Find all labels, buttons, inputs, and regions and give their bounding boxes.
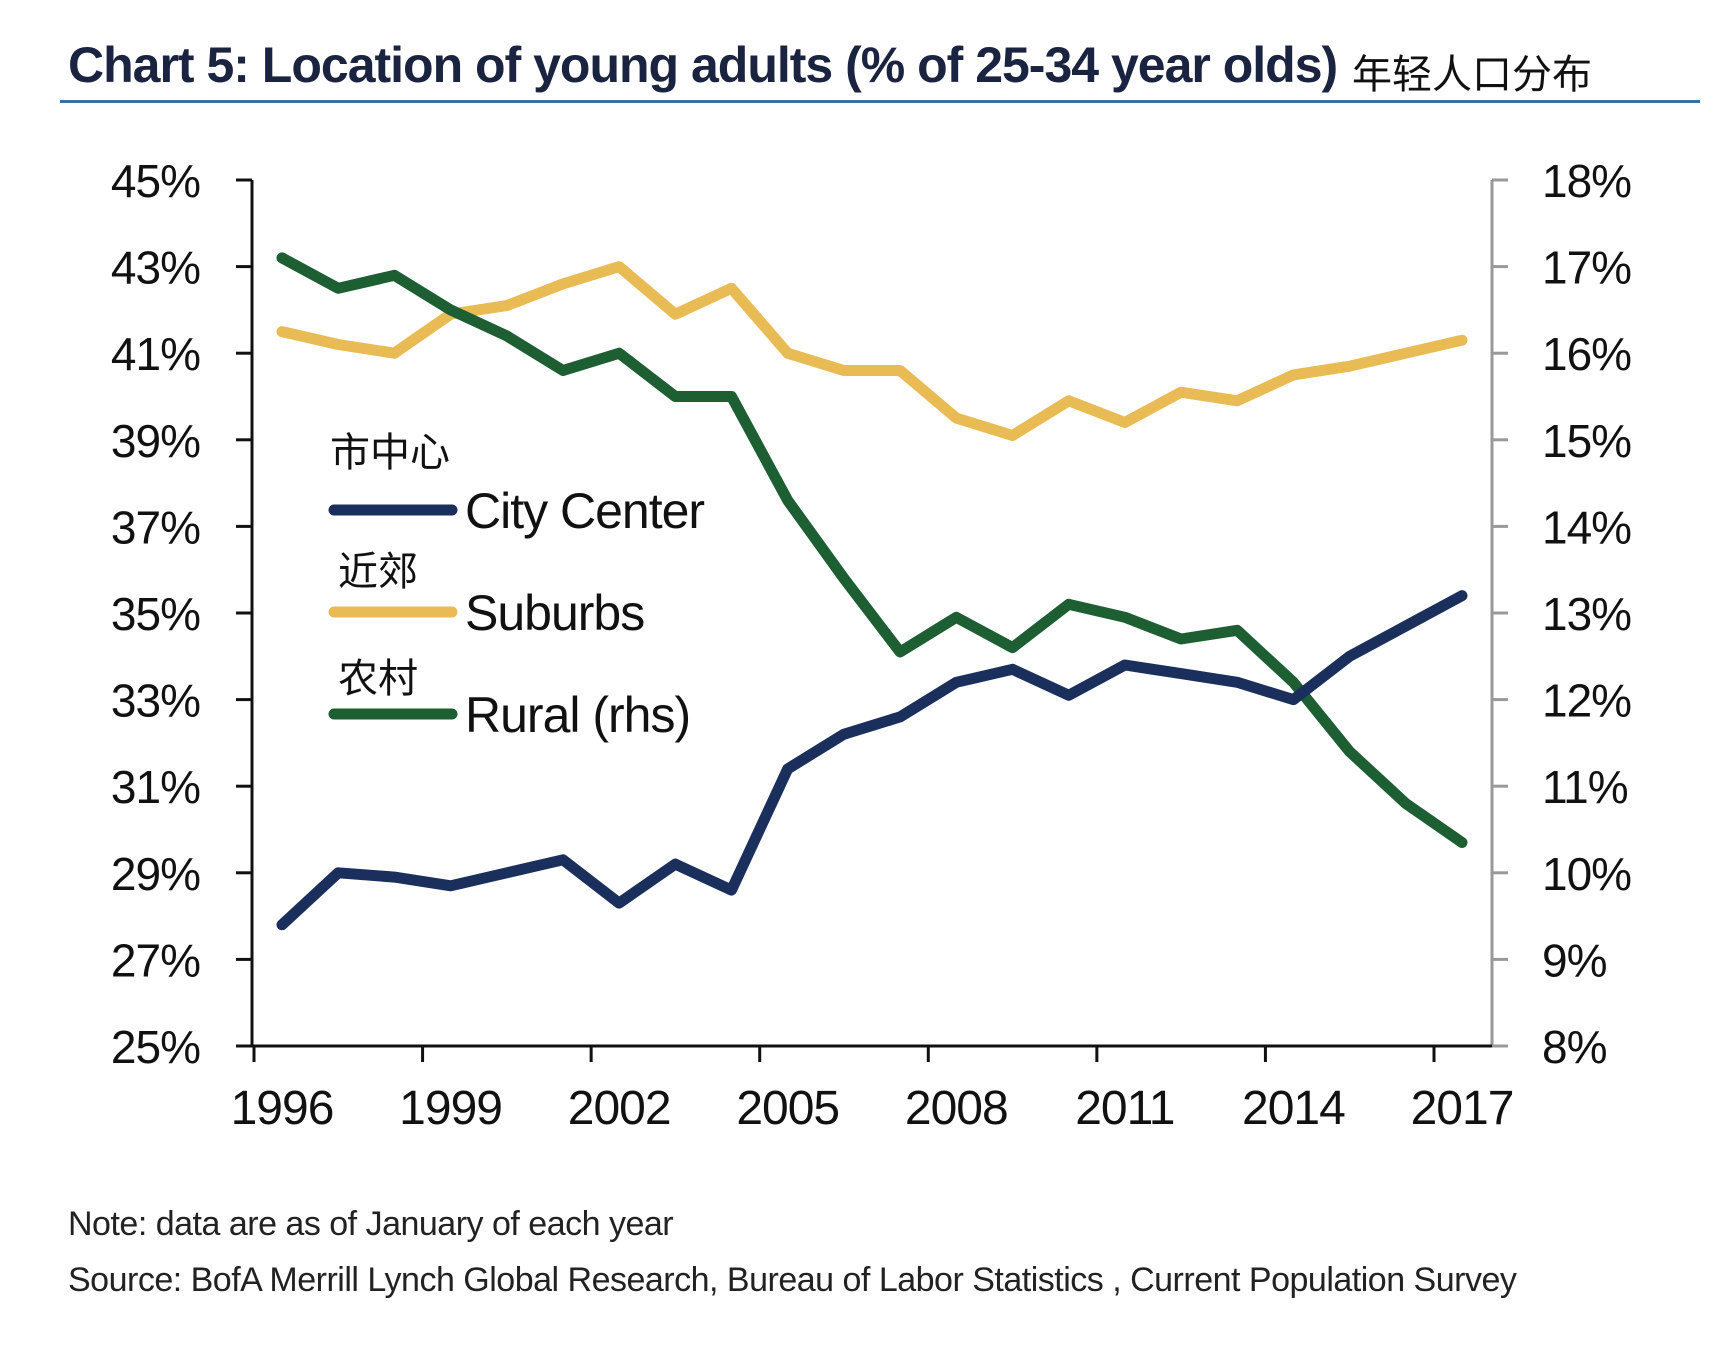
- chart-title-chinese: 年轻人口分布: [1352, 53, 1592, 97]
- right-tick-label: 11%: [1542, 761, 1628, 813]
- left-tick-label: 43%: [111, 242, 200, 294]
- source-text: Source: BofA Merrill Lynch Global Resear…: [68, 1261, 1517, 1299]
- legend-label-cn: 市中心: [330, 431, 450, 475]
- left-tick-label: 35%: [111, 588, 200, 640]
- x-tick-label: 2014: [1242, 1082, 1345, 1135]
- x-tick-label: 2011: [1075, 1082, 1174, 1135]
- x-tick-label: 2005: [736, 1082, 839, 1135]
- legend-label: Suburbs: [465, 585, 644, 641]
- left-tick-label: 39%: [111, 415, 200, 467]
- left-tick-label: 33%: [111, 675, 200, 727]
- right-tick-label: 12%: [1542, 675, 1631, 727]
- right-tick-label: 8%: [1542, 1021, 1607, 1073]
- x-tick-label: 2002: [568, 1082, 671, 1135]
- legend-label: Rural (rhs): [465, 687, 690, 743]
- right-tick-label: 10%: [1542, 848, 1631, 900]
- left-tick-label: 31%: [111, 761, 200, 813]
- legend-label-cn: 农村: [338, 657, 418, 701]
- left-tick-label: 37%: [111, 501, 200, 553]
- line-chart: 45% 43% 41% 39% 37% 35% 33% 31% 29% 27% 25% 18% 17%…: [111, 155, 1632, 1135]
- left-tick-label: 41%: [111, 328, 200, 380]
- x-axis: 1996 1999 2002 2005 2008 2011 2014 2017: [231, 1044, 1514, 1135]
- title-divider: [60, 100, 1700, 103]
- left-tick-label: 25%: [111, 1021, 200, 1073]
- chart-title: Chart 5: Location of young adults (% of …: [68, 37, 1338, 93]
- left-tick-label: 45%: [111, 155, 200, 207]
- legend-label-cn: 近郊: [338, 550, 418, 594]
- left-tick-label: 27%: [111, 934, 200, 986]
- right-tick-label: 15%: [1542, 415, 1631, 467]
- right-tick-label: 18%: [1542, 155, 1631, 207]
- series-line-city-center: [276, 590, 1468, 931]
- chart-header: Chart 5: Location of young adults (% of …: [60, 28, 1700, 118]
- x-tick-label: 1999: [399, 1082, 502, 1135]
- right-tick-label: 17%: [1542, 242, 1631, 294]
- right-tick-label: 14%: [1542, 501, 1631, 553]
- x-tick-label: 1996: [231, 1082, 334, 1135]
- left-y-axis: 45% 43% 41% 39% 37% 35% 33% 31% 29% 27% 25%: [111, 155, 254, 1073]
- series-line-suburbs: [276, 261, 1468, 441]
- note-text: Note: data are as of January of each yea…: [68, 1205, 674, 1243]
- series-line-rural-rhs: [276, 252, 1468, 848]
- legend: 市中心 City Center 近郊 Suburbs 农村 Rural (rhs): [328, 431, 705, 743]
- x-tick-label: 2017: [1411, 1082, 1514, 1135]
- series-lines: [276, 252, 1468, 931]
- right-tick-label: 9%: [1542, 934, 1607, 986]
- x-tick-label: 2008: [905, 1082, 1008, 1135]
- legend-label: City Center: [465, 483, 704, 539]
- right-y-axis: 18% 17% 16% 15% 14% 13% 12% 11% 10% 9% 8%: [1490, 155, 1632, 1073]
- footnotes: Note: data are as of January of each yea…: [68, 1196, 1688, 1308]
- right-tick-label: 13%: [1542, 588, 1631, 640]
- left-tick-label: 29%: [111, 848, 200, 900]
- right-tick-label: 16%: [1542, 328, 1631, 380]
